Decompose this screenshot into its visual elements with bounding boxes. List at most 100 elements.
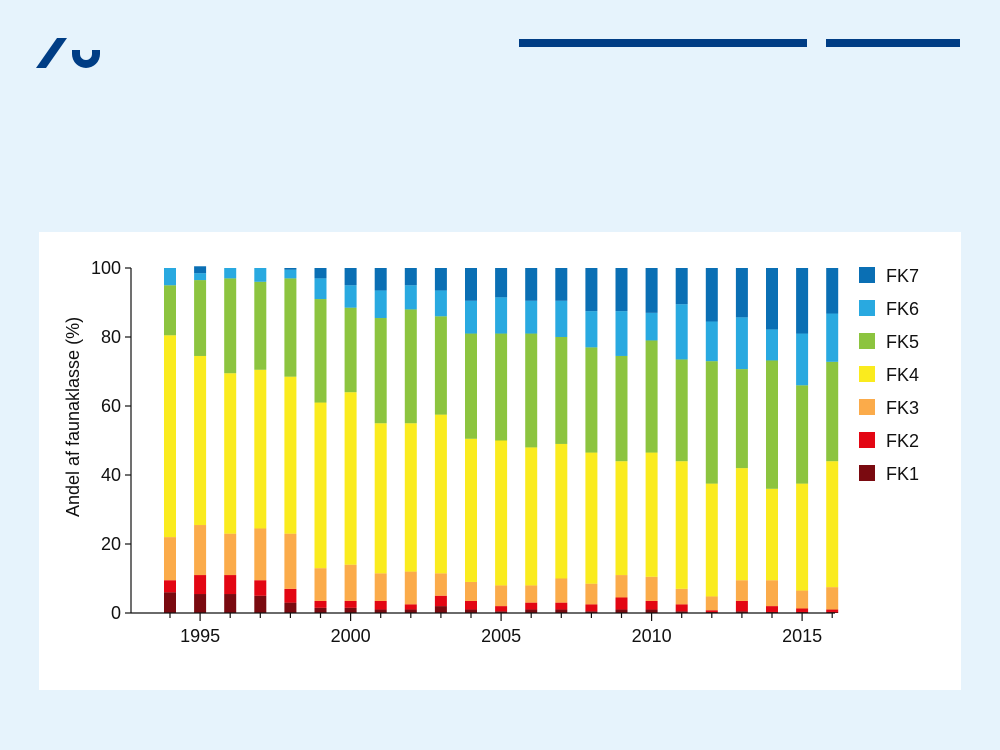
bar-segment-fk3-1995 bbox=[194, 525, 207, 576]
bar-segment-fk7-2004 bbox=[465, 268, 477, 301]
bar-segment-fk1-2002 bbox=[404, 609, 417, 613]
bar-segment-fk4-2014 bbox=[766, 488, 778, 581]
bar-segment-fk2-1997 bbox=[254, 580, 267, 596]
bar-segment-fk7-2009 bbox=[615, 268, 628, 312]
bar-segment-fk3-2006 bbox=[525, 585, 538, 603]
bars-group bbox=[164, 266, 839, 613]
bar-segment-fk3-2000 bbox=[344, 564, 357, 601]
bar-segment-fk2-1998 bbox=[284, 588, 297, 603]
bar-segment-fk3-1999 bbox=[314, 568, 327, 601]
bar-segment-fk2-1995 bbox=[194, 575, 207, 595]
bar-segment-fk1-2010 bbox=[645, 609, 658, 613]
bar-segment-fk2-2014 bbox=[766, 606, 778, 612]
bar-segment-fk4-2005 bbox=[495, 440, 508, 586]
legend-swatch-fk1 bbox=[859, 465, 875, 481]
bar-segment-fk4-2016 bbox=[826, 461, 839, 588]
header-bar-short bbox=[826, 39, 960, 47]
bar-segment-fk2-2012 bbox=[705, 610, 718, 612]
bar-segment-fk1-1998 bbox=[284, 602, 297, 613]
bar-segment-fk4-2015 bbox=[796, 483, 809, 591]
stacked-bar-chart: 0 20 40 60 80 100 1995 2000 2005 2010 2015 Andel a… bbox=[63, 258, 919, 646]
bar-segment-fk1-2011 bbox=[675, 611, 688, 613]
bar-segment-fk2-2007 bbox=[555, 602, 568, 610]
university-logo-icon bbox=[36, 38, 100, 68]
bar-segment-fk5-2012 bbox=[705, 361, 718, 484]
bar-segment-fk5-2011 bbox=[675, 359, 688, 462]
bar-segment-fk3-2009 bbox=[615, 575, 628, 598]
bar-segment-fk6-2010 bbox=[645, 312, 658, 341]
bar-segment-fk5-2007 bbox=[555, 337, 568, 444]
header-bar-long bbox=[519, 39, 807, 47]
bar-segment-fk7-2011 bbox=[675, 268, 688, 305]
bar-segment-fk6-2009 bbox=[615, 311, 628, 356]
bar-segment-fk2-2010 bbox=[645, 600, 658, 610]
bar-segment-fk1-2007 bbox=[555, 609, 568, 613]
x-tick-label-2015: 2015 bbox=[782, 626, 822, 646]
bar-segment-fk3-1996 bbox=[224, 533, 237, 576]
bar-segment-fk4-2008 bbox=[585, 452, 598, 584]
bar-segment-fk7-1999 bbox=[314, 268, 327, 279]
bar-segment-fk3-2008 bbox=[585, 583, 598, 605]
bar-segment-fk1-1999 bbox=[314, 607, 327, 613]
legend-label-fk2: FK2 bbox=[886, 431, 919, 451]
y-tick-label-80: 80 bbox=[101, 327, 121, 347]
bar-segment-fk5-1998 bbox=[284, 278, 297, 377]
y-tick-label-100: 100 bbox=[91, 258, 121, 278]
bar-segment-fk1-2006 bbox=[525, 609, 538, 613]
bar-segment-fk5-1999 bbox=[314, 299, 327, 403]
bar-segment-fk3-2015 bbox=[796, 590, 809, 609]
bar-segment-fk6-2006 bbox=[525, 300, 538, 334]
bar-segment-fk1-2001 bbox=[374, 609, 387, 613]
bar-segment-fk1-1994 bbox=[164, 592, 176, 613]
bar-segment-fk4-1999 bbox=[314, 402, 327, 569]
bar-segment-fk7-2007 bbox=[555, 268, 568, 301]
bar-segment-fk3-2003 bbox=[434, 573, 447, 596]
x-tick-label-2010: 2010 bbox=[632, 626, 672, 646]
bar-segment-fk4-2001 bbox=[374, 423, 387, 574]
bar-segment-fk3-1998 bbox=[284, 533, 297, 589]
bar-segment-fk3-2007 bbox=[555, 578, 568, 603]
bar-segment-fk5-2000 bbox=[344, 307, 357, 393]
bar-segment-fk6-2004 bbox=[465, 300, 477, 334]
bar-segment-fk2-1999 bbox=[314, 600, 327, 608]
legend-swatch-fk4 bbox=[859, 366, 875, 382]
bar-segment-fk2-2009 bbox=[615, 597, 628, 610]
legend-label-fk5: FK5 bbox=[886, 332, 919, 352]
bar-segment-fk2-2004 bbox=[465, 600, 477, 610]
legend-label-fk4: FK4 bbox=[886, 365, 919, 385]
bar-segment-fk6-2011 bbox=[675, 304, 688, 360]
bar-segment-fk1-2003 bbox=[434, 606, 447, 613]
bar-segment-fk1-2009 bbox=[615, 609, 628, 613]
bar-segment-fk4-1995 bbox=[194, 355, 207, 526]
bar-segment-fk2-2015 bbox=[796, 608, 809, 612]
bar-segment-fk3-2004 bbox=[465, 581, 477, 601]
legend-swatch-fk5 bbox=[859, 333, 875, 349]
bar-segment-fk2-2013 bbox=[735, 600, 748, 612]
bar-segment-fk5-1997 bbox=[254, 281, 267, 370]
bar-segment-fk6-1995 bbox=[194, 273, 207, 281]
bar-segment-fk5-2005 bbox=[495, 333, 508, 441]
bar-segment-fk1-2013 bbox=[735, 611, 748, 613]
bar-segment-fk3-1994 bbox=[164, 537, 176, 581]
y-tick-label-40: 40 bbox=[101, 465, 121, 485]
bar-segment-fk7-2005 bbox=[495, 268, 508, 298]
bar-segment-fk4-2009 bbox=[615, 461, 628, 576]
legend-swatch-fk3 bbox=[859, 399, 875, 415]
bar-segment-fk7-2014 bbox=[766, 268, 778, 330]
bar-segment-fk2-2001 bbox=[374, 600, 387, 610]
bar-segment-fk4-2011 bbox=[675, 461, 688, 589]
bar-segment-fk7-2010 bbox=[645, 268, 658, 313]
bar-segment-fk3-2012 bbox=[705, 596, 718, 611]
bar-segment-fk4-2000 bbox=[344, 392, 357, 565]
axes-group: 0 20 40 60 80 100 1995 2000 2005 2010 2015 bbox=[91, 258, 835, 646]
bar-segment-fk1-2000 bbox=[344, 607, 357, 613]
bar-segment-fk4-1998 bbox=[284, 376, 297, 534]
bar-segment-fk6-2012 bbox=[705, 321, 718, 362]
bar-segment-fk5-1995 bbox=[194, 280, 207, 356]
bar-segment-fk4-2007 bbox=[555, 443, 568, 579]
bar-segment-fk5-2004 bbox=[465, 333, 477, 439]
bar-segment-fk5-2002 bbox=[404, 309, 417, 424]
bar-segment-fk2-2006 bbox=[525, 602, 538, 610]
legend-swatch-fk2 bbox=[859, 432, 875, 448]
bar-segment-fk4-2013 bbox=[735, 468, 748, 581]
